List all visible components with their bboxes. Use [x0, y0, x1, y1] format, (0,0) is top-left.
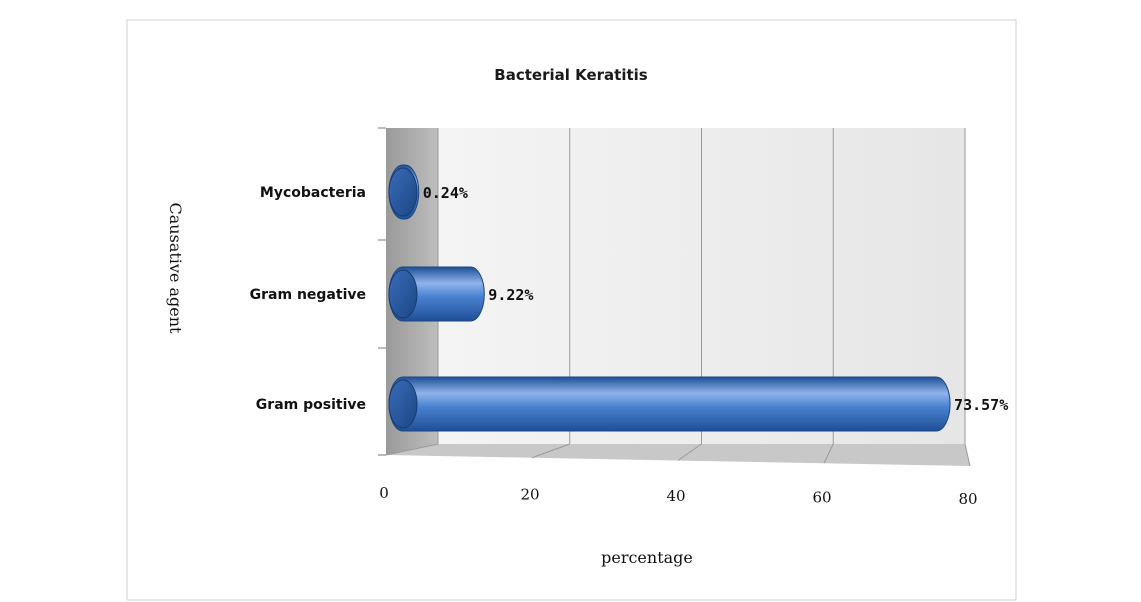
x-tick-0: 0: [379, 484, 389, 502]
x-axis-title: percentage: [601, 548, 693, 567]
floor-gridline-40: [677, 443, 702, 461]
category-labels: Gram positive Gram negative Mycobacteria: [250, 185, 366, 413]
data-label-2: 0.24%: [423, 184, 468, 202]
floor-gridline-60: [823, 443, 834, 464]
data-label-0: 73.57%: [954, 396, 1008, 414]
floor-gridline-0: [385, 443, 439, 456]
bar-mycobacteria: [388, 164, 420, 220]
data-label-1: 9.22%: [488, 286, 533, 304]
x-tick-20: 20: [520, 486, 539, 504]
x-tick-labels: 0 20 40 60 80: [379, 484, 977, 508]
bars: [388, 164, 951, 432]
y-axis-title: Causative agent: [166, 203, 185, 335]
floor-gridline-80: [964, 443, 971, 467]
bar-gram-negative: [388, 266, 485, 322]
chart-title: Bacterial Keratitis: [494, 66, 647, 84]
x-tick-60: 60: [812, 489, 831, 507]
floor: [386, 444, 970, 466]
category-label-2: Mycobacteria: [260, 185, 366, 201]
bar-gram-positive: [388, 376, 951, 432]
floor-gridline-20: [531, 443, 570, 459]
category-label-0: Gram positive: [256, 397, 366, 413]
x-tick-40: 40: [666, 487, 685, 505]
x-tick-80: 80: [958, 490, 977, 508]
data-labels: 73.57% 9.22% 0.24%: [423, 184, 1008, 414]
category-label-1: Gram negative: [250, 287, 366, 303]
